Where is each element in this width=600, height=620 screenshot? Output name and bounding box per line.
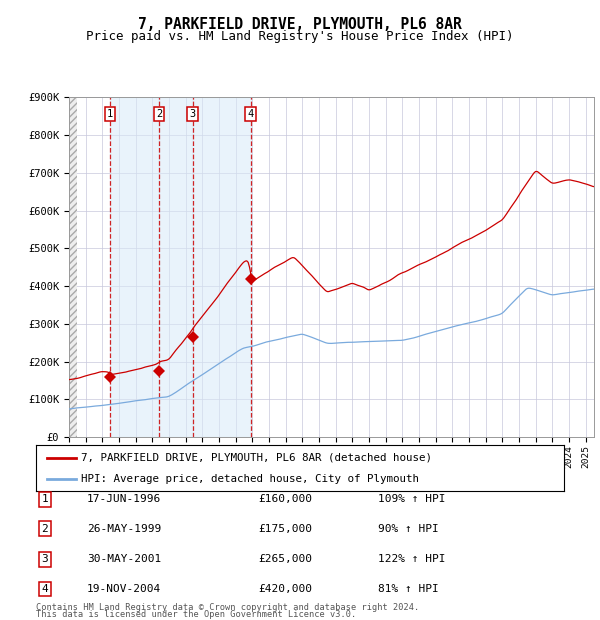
Text: 122% ↑ HPI: 122% ↑ HPI xyxy=(378,554,445,564)
Bar xyxy=(69,97,77,437)
Text: 4: 4 xyxy=(41,584,49,594)
Text: £175,000: £175,000 xyxy=(258,524,312,534)
Bar xyxy=(110,97,159,437)
Text: Price paid vs. HM Land Registry's House Price Index (HPI): Price paid vs. HM Land Registry's House … xyxy=(86,30,514,43)
Text: 7, PARKFIELD DRIVE, PLYMOUTH, PL6 8AR (detached house): 7, PARKFIELD DRIVE, PLYMOUTH, PL6 8AR (d… xyxy=(81,453,432,463)
Text: Contains HM Land Registry data © Crown copyright and database right 2024.: Contains HM Land Registry data © Crown c… xyxy=(36,603,419,612)
Text: 4: 4 xyxy=(247,109,254,119)
Text: 2: 2 xyxy=(41,524,49,534)
Text: 3: 3 xyxy=(41,554,49,564)
Text: 1: 1 xyxy=(107,109,113,119)
Text: 19-NOV-2004: 19-NOV-2004 xyxy=(87,584,161,594)
Text: 7, PARKFIELD DRIVE, PLYMOUTH, PL6 8AR: 7, PARKFIELD DRIVE, PLYMOUTH, PL6 8AR xyxy=(138,17,462,32)
Text: 26-MAY-1999: 26-MAY-1999 xyxy=(87,524,161,534)
Text: £160,000: £160,000 xyxy=(258,494,312,504)
Text: 81% ↑ HPI: 81% ↑ HPI xyxy=(378,584,439,594)
Text: 2: 2 xyxy=(156,109,162,119)
Text: 90% ↑ HPI: 90% ↑ HPI xyxy=(378,524,439,534)
Text: £265,000: £265,000 xyxy=(258,554,312,564)
Text: This data is licensed under the Open Government Licence v3.0.: This data is licensed under the Open Gov… xyxy=(36,609,356,619)
Text: 17-JUN-1996: 17-JUN-1996 xyxy=(87,494,161,504)
Bar xyxy=(159,97,193,437)
Text: £420,000: £420,000 xyxy=(258,584,312,594)
Text: 3: 3 xyxy=(190,109,196,119)
Text: 1: 1 xyxy=(41,494,49,504)
Text: HPI: Average price, detached house, City of Plymouth: HPI: Average price, detached house, City… xyxy=(81,474,419,484)
Text: 30-MAY-2001: 30-MAY-2001 xyxy=(87,554,161,564)
Bar xyxy=(193,97,251,437)
Text: 109% ↑ HPI: 109% ↑ HPI xyxy=(378,494,445,504)
